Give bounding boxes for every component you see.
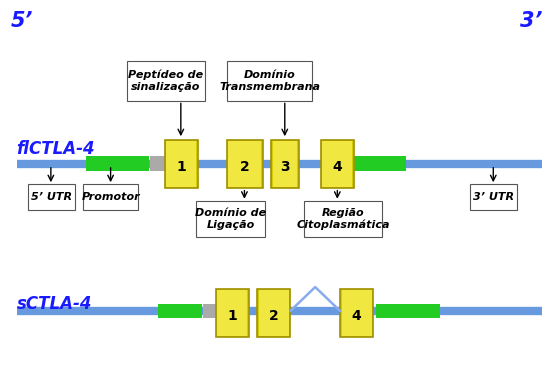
FancyBboxPatch shape <box>227 61 312 101</box>
Bar <box>342 290 372 336</box>
Text: 3’ UTR: 3’ UTR <box>473 192 514 202</box>
Bar <box>158 304 202 318</box>
Text: Peptídeo de
sinalização: Peptídeo de sinalização <box>128 70 204 92</box>
Bar <box>343 156 406 171</box>
FancyBboxPatch shape <box>196 201 265 237</box>
FancyBboxPatch shape <box>83 184 138 210</box>
Text: 2: 2 <box>240 160 249 174</box>
Bar <box>165 140 198 188</box>
Bar <box>150 156 167 171</box>
Bar <box>321 140 354 188</box>
Text: 3’: 3’ <box>520 11 542 31</box>
Text: 5’: 5’ <box>11 11 33 31</box>
FancyBboxPatch shape <box>304 201 382 237</box>
FancyBboxPatch shape <box>127 61 205 101</box>
Bar <box>259 290 289 336</box>
Text: Domínio
Transmembrana: Domínio Transmembrana <box>219 70 320 92</box>
Bar <box>271 140 299 188</box>
Text: flCTLA-4: flCTLA-4 <box>17 140 95 158</box>
Text: 4: 4 <box>352 309 362 323</box>
Bar <box>166 141 196 187</box>
Text: sCTLA-4: sCTLA-4 <box>17 295 92 312</box>
Text: 1: 1 <box>227 309 237 323</box>
Text: 1: 1 <box>176 160 186 174</box>
Text: Promotor: Promotor <box>81 192 140 202</box>
Bar <box>257 289 290 337</box>
Bar <box>216 289 249 337</box>
Bar <box>86 156 149 171</box>
Bar <box>322 141 352 187</box>
Bar <box>228 141 261 187</box>
FancyBboxPatch shape <box>28 184 75 210</box>
Text: Domínio de
Ligação: Domínio de Ligação <box>195 208 267 230</box>
Text: Região
Citoplasmática: Região Citoplasmática <box>296 208 390 230</box>
Bar <box>376 304 440 318</box>
Bar <box>217 290 247 336</box>
Bar <box>340 289 373 337</box>
Text: 2: 2 <box>269 309 279 323</box>
Bar <box>273 141 297 187</box>
Text: 5’ UTR: 5’ UTR <box>30 192 72 202</box>
Bar <box>203 304 218 318</box>
Bar <box>227 140 263 188</box>
Text: 4: 4 <box>332 160 342 174</box>
FancyBboxPatch shape <box>470 184 517 210</box>
Text: 3: 3 <box>280 160 290 174</box>
